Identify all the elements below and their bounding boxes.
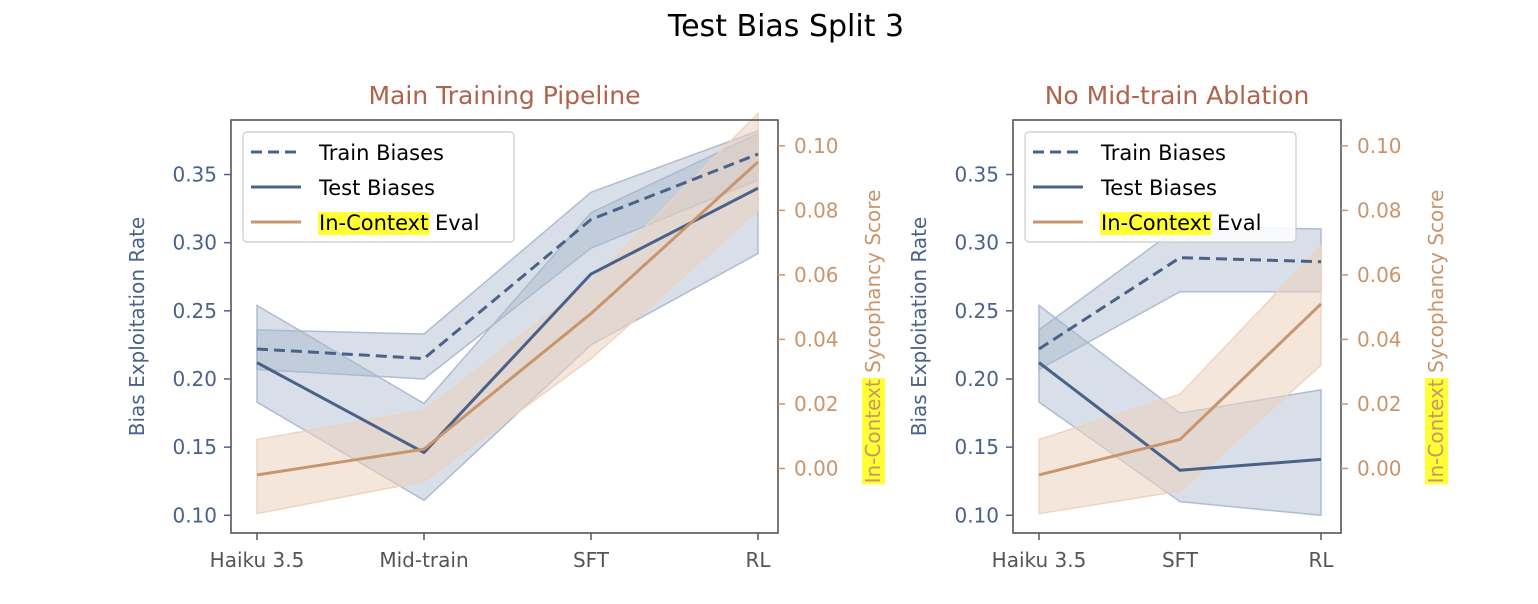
panels: Main Training Pipeline 0.10 0.15 0.20 0.25 0.… (125, 81, 1448, 572)
legend-box (242, 131, 515, 243)
panel-1: Main Training Pipeline 0.10 0.15 0.20 0.25 0.… (125, 81, 885, 572)
x-tick-label: Mid-train (379, 548, 468, 572)
legend-label-incontext-rest: Eval (1210, 211, 1261, 235)
y2-axis-label-rest: Sycophancy Score (861, 190, 885, 380)
legend: Train Biases Test Biases In-Context Eval (242, 131, 515, 243)
legend-label-incontext-highlight (1100, 212, 1212, 235)
x-tick-label: SFT (573, 548, 610, 572)
y2-tick-label: 0.08 (1357, 198, 1402, 222)
figure-title: Test Bias Split 3 (667, 9, 904, 44)
legend-label-incontext-text: In-Context Eval (1101, 211, 1261, 235)
y-tick-label: 0.30 (172, 231, 217, 255)
confidence-band-in-context-eval (1038, 243, 1322, 515)
x-tick-label: RL (745, 548, 771, 572)
y-tick-label: 0.25 (954, 299, 999, 323)
x-tick-label: RL (1308, 548, 1334, 572)
y2-axis-label-highlight (862, 378, 885, 485)
y2-tick-label: 0.10 (794, 134, 839, 158)
y2-axis-label-highlight-word: In-Context (1424, 379, 1448, 483)
y2-tick-label: 0.08 (794, 198, 839, 222)
legend-label-incontext-highlight (318, 212, 430, 235)
series-line-test-biases (256, 186, 759, 455)
y2-tick-label: 0.04 (1357, 327, 1402, 351)
y2-tick-label: 0.00 (794, 456, 839, 480)
legend-label: Test Biases (1100, 176, 1217, 200)
legend-label-incontext: In-Context Eval (318, 211, 479, 235)
series-line-train-biases (256, 152, 759, 361)
y2-tick-label: 0.10 (1357, 134, 1402, 158)
y2-tick-label: 0.02 (1357, 392, 1402, 416)
plot-frame (230, 119, 779, 534)
y-axis-label: Bias Exploitation Rate (907, 217, 931, 436)
legend-label-incontext: In-Context Eval (1100, 211, 1261, 235)
x-tick-label: Haiku 3.5 (992, 548, 1087, 572)
y-tick-label: 0.10 (172, 503, 217, 527)
legend-label: Test Biases (318, 176, 435, 200)
y2-axis-label-highlight (1425, 378, 1448, 485)
legend-label-incontext-highlight-word: In-Context (319, 211, 428, 235)
y-tick-label: 0.35 (172, 163, 217, 187)
y2-tick-label: 0.00 (1357, 456, 1402, 480)
plot-frame (1012, 119, 1342, 534)
y-tick-label: 0.15 (954, 435, 999, 459)
series-line-in-context-eval (256, 160, 760, 477)
y2-axis-label-text: In-Context Sycophancy Score (861, 190, 885, 484)
legend-label: Train Biases (318, 141, 444, 165)
y-tick-label: 0.30 (954, 231, 999, 255)
panel-2: No Mid-train Ablation 0.10 0.15 0.20 0.25 0.3… (907, 81, 1448, 572)
legend-label-incontext-text: In-Context Eval (319, 211, 479, 235)
y-tick-label: 0.25 (172, 299, 217, 323)
y2-axis-label: In-Context Sycophancy Score (861, 190, 885, 485)
y2-axis-label-highlight-word: In-Context (861, 379, 885, 483)
y2-axis-label-text: In-Context Sycophancy Score (1424, 190, 1448, 484)
y-axis-label: Bias Exploitation Rate (125, 217, 149, 436)
y2-tick-label: 0.02 (794, 392, 839, 416)
y-tick-label: 0.10 (954, 503, 999, 527)
series-line-in-context-eval (1038, 302, 1323, 477)
panel-title: No Mid-train Ablation (1045, 81, 1310, 110)
legend-label-incontext-highlight-word: In-Context (1101, 211, 1210, 235)
legend: Train Biases Test Biases In-Context Eval (1024, 131, 1297, 243)
y-tick-label: 0.15 (172, 435, 217, 459)
y2-axis-label-rest: Sycophancy Score (1424, 190, 1448, 380)
series-line-test-biases (1038, 361, 1322, 472)
legend-box (1024, 131, 1297, 243)
legend-label: Train Biases (1100, 141, 1226, 165)
y-tick-label: 0.20 (172, 367, 217, 391)
y2-tick-label: 0.06 (794, 263, 839, 287)
confidence-band-in-context-eval (256, 111, 759, 515)
panel-title: Main Training Pipeline (368, 81, 640, 110)
y-tick-label: 0.35 (954, 163, 999, 187)
y2-axis-label: In-Context Sycophancy Score (1424, 190, 1448, 485)
y2-tick-label: 0.06 (1357, 263, 1402, 287)
x-tick-label: Haiku 3.5 (210, 548, 305, 572)
y-tick-label: 0.20 (954, 367, 999, 391)
y2-tick-label: 0.04 (794, 327, 839, 351)
x-tick-label: SFT (1162, 548, 1199, 572)
legend-label-incontext-rest: Eval (428, 211, 479, 235)
series-line-train-biases (1038, 256, 1322, 351)
